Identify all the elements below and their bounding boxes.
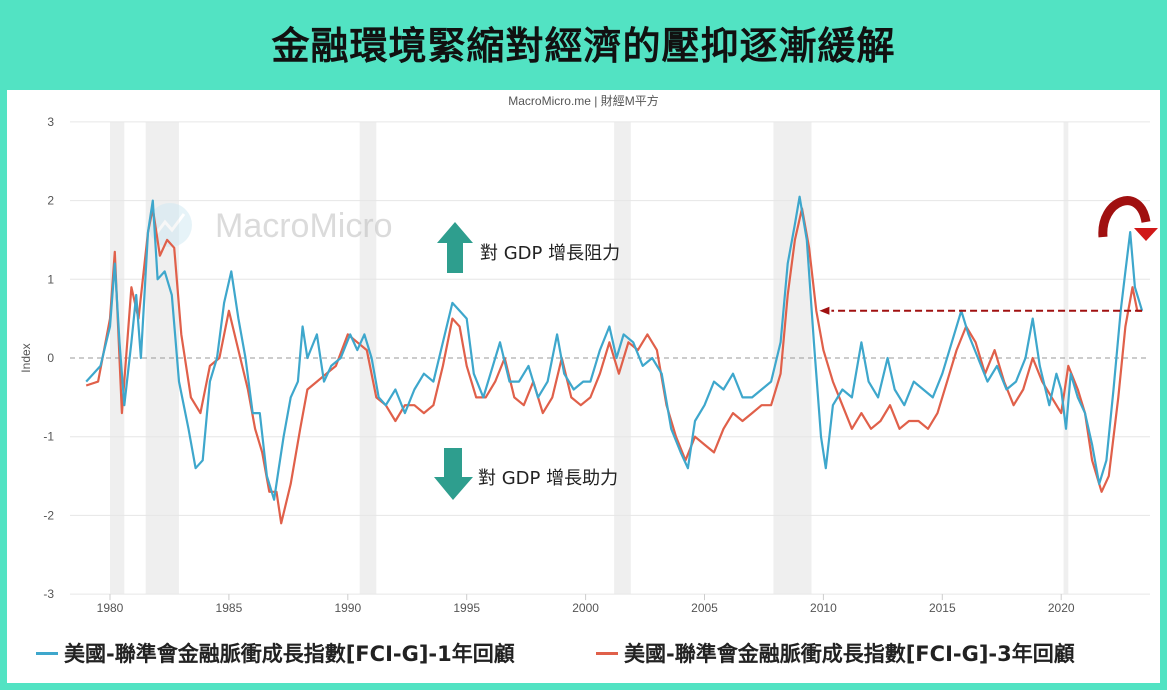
y-axis-label: Index	[19, 343, 33, 372]
legend-label: 美國-聯準會金融脈衝成長指數[FCI-G]-3年回顧	[624, 642, 1075, 666]
legend-swatch	[36, 651, 58, 655]
y-tick-label: 0	[47, 351, 54, 365]
legend-swatch	[596, 651, 618, 655]
curved-arrow-icon	[1098, 196, 1158, 241]
y-tick-label: -1	[43, 430, 54, 444]
chart-panel	[7, 90, 1160, 683]
x-tick-label: 1980	[97, 601, 124, 615]
legend-item-3yr[interactable]: 美國-聯準會金融脈衝成長指數[FCI-G]-3年回顧	[596, 638, 1075, 668]
legend-item-1yr[interactable]: 美國-聯準會金融脈衝成長指數[FCI-G]-1年回顧	[36, 638, 515, 668]
chart-source: MacroMicro.me | 財經M平方	[508, 94, 659, 108]
series-line-3yr	[85, 207, 1143, 525]
arrowhead-icon	[819, 306, 830, 315]
y-tick-label: 3	[47, 115, 54, 129]
up-arrow-icon	[437, 222, 473, 273]
y-tick-label: -3	[43, 587, 54, 601]
y-tick-label: 2	[47, 194, 54, 208]
x-tick-label: 2000	[572, 601, 599, 615]
y-tick-label: 1	[47, 272, 54, 286]
watermark-text: MacroMicro	[215, 207, 393, 245]
watermark-logo: MacroMicro	[148, 203, 393, 247]
x-tick-label: 2005	[691, 601, 718, 615]
x-tick-label: 1995	[453, 601, 480, 615]
y-tick-label: -2	[43, 508, 54, 522]
x-tick-label: 1990	[334, 601, 361, 615]
annotation-support: 對 GDP 增長助力	[478, 468, 619, 489]
x-tick-label: 1985	[216, 601, 243, 615]
down-arrow-icon	[434, 448, 473, 500]
series-line-1yr	[85, 195, 1144, 501]
x-tick-label: 2010	[810, 601, 837, 615]
x-tick-label: 2015	[929, 601, 956, 615]
x-tick-label: 2020	[1048, 601, 1075, 615]
page-title: 金融環境緊縮對經濟的壓抑逐漸緩解	[271, 24, 896, 68]
annotation-resistance: 對 GDP 增長阻力	[480, 243, 621, 264]
recession-band	[1063, 121, 1069, 595]
legend-label: 美國-聯準會金融脈衝成長指數[FCI-G]-1年回顧	[64, 642, 515, 666]
